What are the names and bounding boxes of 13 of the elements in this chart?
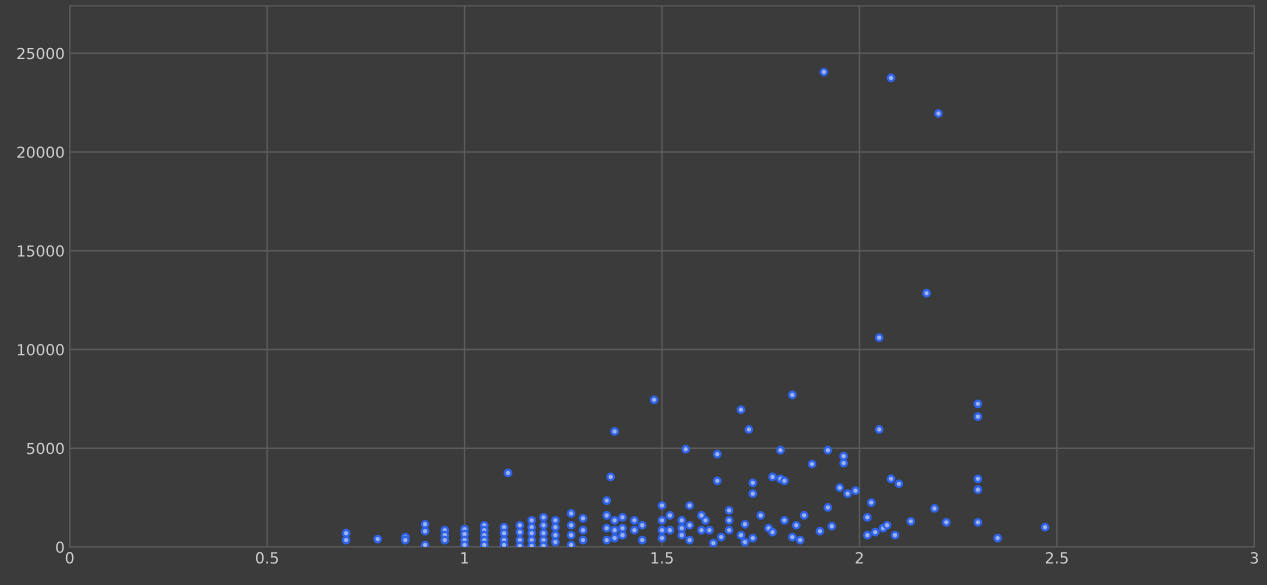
y-tick-label: 15000 [17, 245, 64, 257]
y-tick-label: 0 [56, 541, 64, 553]
x-tick-label: 2 [855, 552, 863, 564]
x-tick-label: 2.5 [1045, 552, 1068, 564]
x-tick-label: 0.5 [255, 552, 278, 564]
x-tick-label: 0 [65, 552, 74, 564]
y-tick-label: 5000 [27, 442, 64, 455]
x-tick-label: 1 [461, 552, 469, 564]
x-tick-label: 3 [1250, 552, 1258, 564]
y-tick-label: 10000 [17, 343, 64, 356]
x-tick-label: 1.5 [651, 552, 673, 564]
y-tick-label: 20000 [17, 146, 64, 159]
y-tick-label: 25000 [17, 47, 64, 60]
